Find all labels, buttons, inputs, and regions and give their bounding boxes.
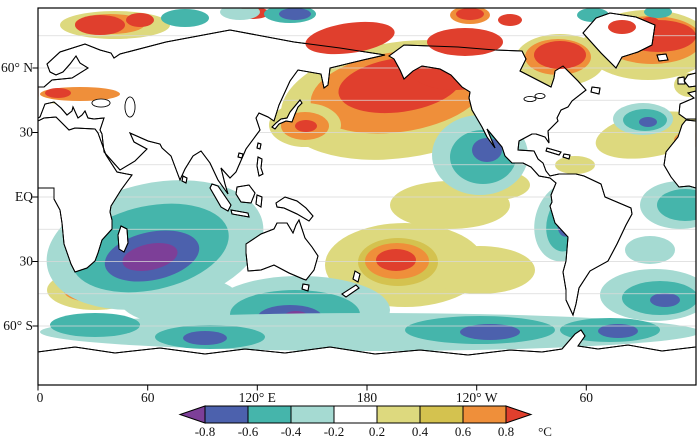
map-plot-area (38, 8, 696, 385)
colorbar-label-6: 0.6 (455, 424, 472, 438)
colorbar-seg-teal (247, 405, 292, 424)
y-axis-label-60s: 60° S (3, 318, 33, 333)
colorbar-seg-white (333, 405, 378, 424)
colorbar-seg-cyan (290, 405, 335, 424)
x-axis-label-120w: 120° W (456, 390, 498, 405)
colorbar-label-3: -0.2 (324, 424, 345, 438)
colorbar-unit-label: °C (538, 424, 552, 438)
x-axis-label-60e: 60 (141, 390, 155, 405)
colorbar-seg-gold (419, 405, 464, 424)
colorbar-label-7: 0.8 (498, 424, 514, 438)
colorbar-label-5: 0.4 (412, 424, 429, 438)
colorbar-label-4: 0.2 (369, 424, 385, 438)
y-axis-label-30n: 30 (20, 125, 34, 140)
x-axis-label-60w: 60 (580, 390, 594, 405)
colorbar-seg-orange (462, 405, 507, 424)
colorbar-arrow-left (178, 405, 206, 424)
y-axis-label-30s: 30 (20, 254, 34, 269)
x-axis-label-0: 0 (37, 390, 44, 405)
y-axis-label-60n: 60° N (1, 60, 33, 75)
colorbar-seg-blue (204, 405, 249, 424)
colorbar-arrow-right (505, 405, 533, 424)
colorbar-label-0: -0.8 (195, 424, 216, 438)
colorbar-label-2: -0.4 (281, 424, 302, 438)
x-axis-labels: 0 60 120° E 180 120° W 60 (37, 390, 594, 405)
y-axis-labels: 60° N 30 EQ 30 60° S (1, 60, 33, 333)
colorbar-legend: -0.8 -0.6 -0.4 -0.2 0.2 0.4 0.6 0.8 °C (178, 405, 552, 438)
colorbar-seg-yellow (376, 405, 421, 424)
y-axis-label-eq: EQ (15, 189, 33, 204)
colorbar-label-1: -0.6 (238, 424, 259, 438)
x-axis-label-120e: 120° E (239, 390, 276, 405)
x-axis-label-180: 180 (357, 390, 378, 405)
axis-ticks (32, 67, 587, 391)
